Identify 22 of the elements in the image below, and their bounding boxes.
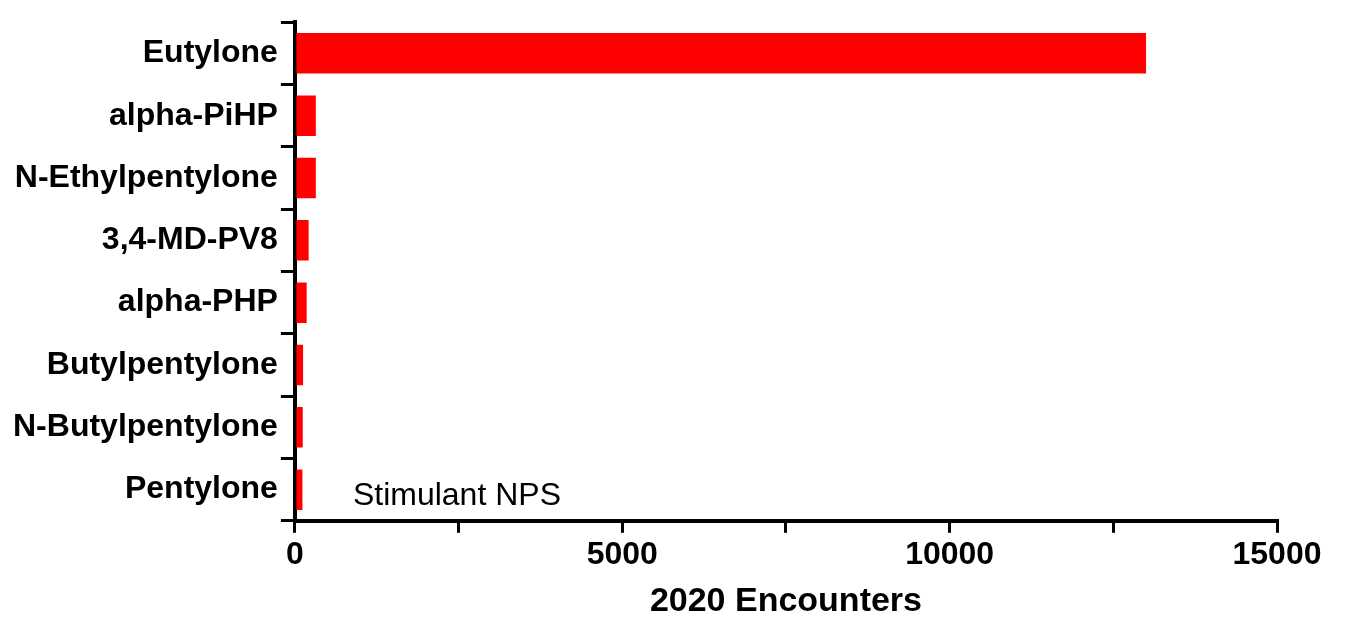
x-axis-title: 2020 Encounters: [649, 579, 923, 618]
x-tick-label: 0: [285, 534, 304, 571]
bar: [296, 282, 307, 323]
bar: [296, 33, 1147, 74]
x-tick-label: 15000: [1232, 534, 1322, 571]
y-tick-label: Eutylone: [142, 33, 278, 70]
y-tick-label: Butylpentylone: [46, 344, 278, 381]
annotation: Stimulant NPS: [352, 475, 561, 512]
bar: [296, 344, 304, 386]
y-tick-label: 3,4-MD-PV8: [101, 220, 278, 257]
y-tick-label: Pentylone: [124, 469, 278, 506]
y-tick-label: N-Ethylpentylone: [14, 157, 278, 194]
bar: [296, 157, 316, 199]
y-tick-label: alpha-PiHP: [108, 95, 278, 132]
bar: [296, 469, 303, 510]
bar: [296, 220, 309, 261]
x-tick-label: 5000: [586, 534, 658, 571]
y-tick-label: alpha-PHP: [117, 282, 278, 319]
bar: [296, 407, 303, 448]
bar: [296, 95, 316, 136]
y-tick-label: N-Butylpentylone: [13, 407, 278, 444]
x-tick-label: 10000: [905, 534, 995, 571]
